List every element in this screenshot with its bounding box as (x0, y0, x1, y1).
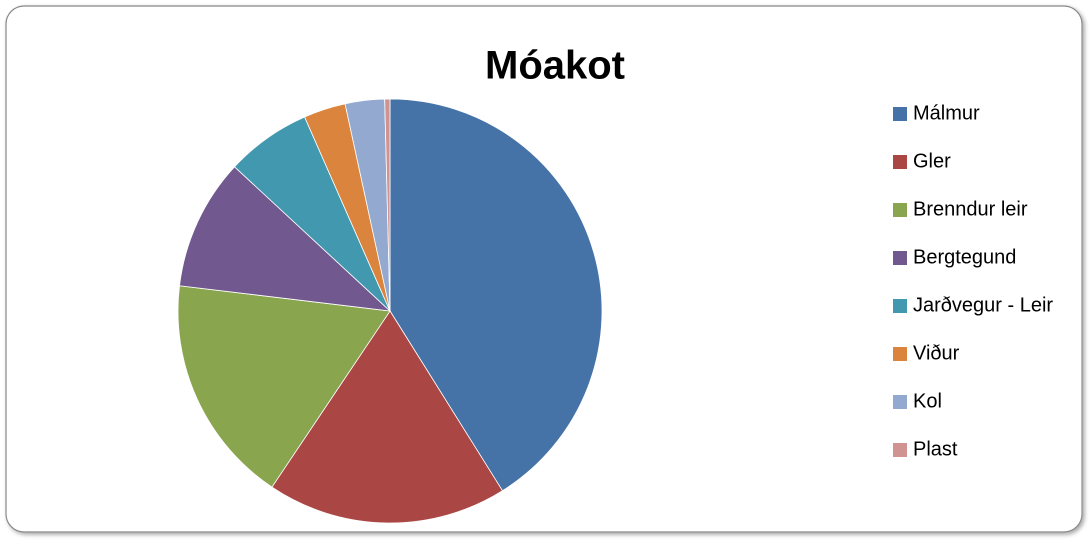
pie-slice (384, 98, 391, 312)
pie-slice (271, 310, 504, 524)
chart-title: Móakot (485, 44, 625, 88)
legend-label: Viður (913, 342, 960, 364)
legend-label: Gler (913, 150, 951, 172)
legend-label: Jarðvegur - Leir (913, 294, 1053, 316)
legend-swatch (893, 251, 907, 265)
legend-label: Málmur (913, 102, 980, 124)
legend-label: Bergtegund (913, 246, 1016, 268)
legend-label: Plast (913, 438, 958, 460)
legend-swatch (893, 155, 907, 169)
legend-swatch (893, 443, 907, 457)
pie-slice (389, 98, 603, 492)
pie-slice (177, 285, 391, 488)
legend-swatch (893, 107, 907, 121)
legend-label: Kol (913, 390, 942, 412)
pie-slice (179, 166, 392, 312)
legend-swatch (893, 347, 907, 361)
legend-label: Brenndur leir (913, 198, 1028, 220)
legend-swatch (893, 395, 907, 409)
legend-swatch (893, 203, 907, 217)
legend-swatch (893, 299, 907, 313)
